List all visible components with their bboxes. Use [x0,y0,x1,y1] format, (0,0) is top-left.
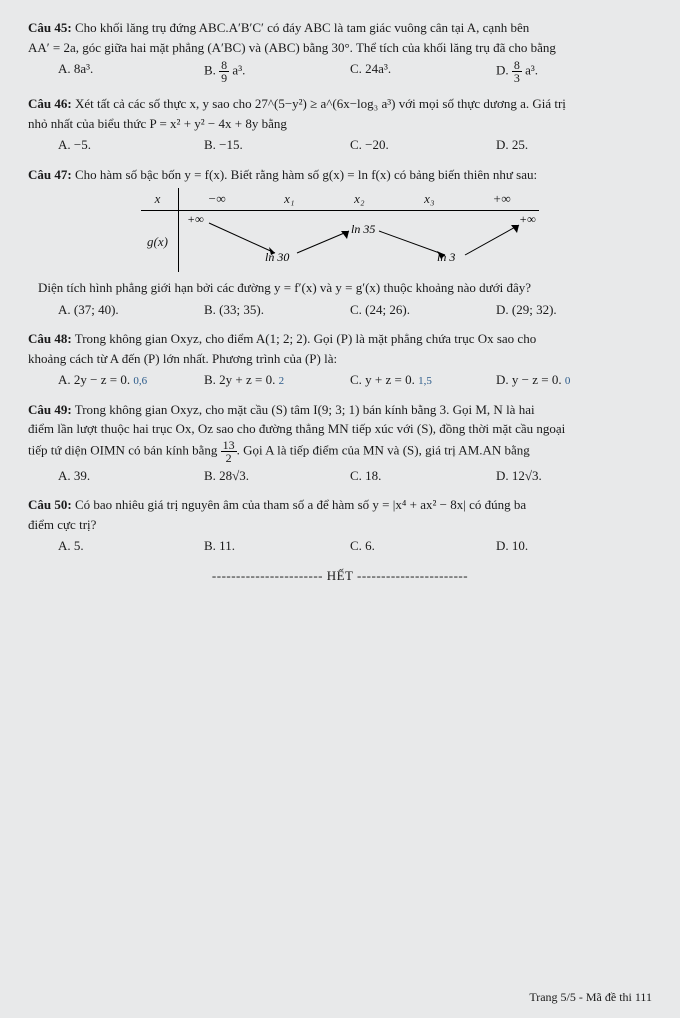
q48-opt-c: C. y + z = 0. 1,5 [350,370,496,390]
q46-line2: nhỏ nhất của biểu thức P = x² + y² − 4x … [28,114,652,134]
q49-label: Câu 49: [28,402,72,417]
q48-a-text: A. 2y − z = 0. [58,372,130,387]
vt-gx-label: g(x) [141,210,178,272]
q47-opt-b: B. (33; 35). [204,300,350,320]
q49-opt-b: B. 28√3. [204,466,350,486]
question-50: Câu 50: Có bao nhiêu giá trị nguyên âm c… [28,495,652,558]
q50-opt-b: B. 11. [204,536,350,556]
q45-d-post: a³. [522,62,538,77]
vt-low1: ln 30 [265,250,289,264]
q46-label: Câu 46: [28,96,72,111]
q47-opt-d: D. (29; 32). [496,300,642,320]
q49-frac-n: 13 [221,439,237,452]
q46-options: A. −5. B. −15. C. −20. D. 25. [28,133,652,157]
q48-d-hand: 0 [565,375,571,387]
q45-d-pre: D. [496,62,512,77]
q45-line2: AA′ = 2a, góc giữa hai mặt phẳng (A′BC) … [28,38,652,58]
q49-options: A. 39. B. 28√3. C. 18. D. 12√3. [28,464,652,488]
vt-top-right: +∞ [519,212,536,226]
q50-opt-a: A. 5. [58,536,204,556]
q47-line2: Diện tích hình phẳng giới hạn bởi các đư… [28,278,652,298]
q48-label: Câu 48: [28,331,72,346]
page-footer: Trang 5/5 - Mã đề thi 111 [529,988,652,1006]
vt-x-label: x [141,188,178,210]
q46-opt-d: D. 25. [496,135,642,155]
q48-c-text: C. y + z = 0. [350,372,415,387]
vt-top-left: +∞ [187,212,204,226]
q49-l3-pre: tiếp tứ diện OIMN có bán kính bằng [28,442,221,457]
q48-options: A. 2y − z = 0. 0,6 B. 2y + z = 0. 2 C. y… [28,368,652,392]
q47-opt-c: C. (24; 26). [350,300,496,320]
question-47: Câu 47: Cho hàm số bậc bốn y = f(x). Biế… [28,165,652,322]
vt-x-3: x₃ [394,188,464,210]
question-46: Câu 46: Xét tất cả các số thực x, y sao … [28,94,652,157]
variation-table: x −∞ x₁ x₂ x₃ +∞ g(x) +∞ +∞ ln 35 ln 30 … [28,188,652,272]
q48-a-hand: 0,6 [133,375,147,387]
q48-line1: Trong không gian Oxyz, cho điểm A(1; 2; … [75,331,537,346]
q50-line2: điểm cực trị? [28,515,652,535]
question-45: Câu 45: Cho khối lăng trụ đứng ABC.A′B′C… [28,18,652,86]
q47-options: A. (37; 40). B. (33; 35). C. (24; 26). D… [28,298,652,322]
q46-opt-a: A. −5. [58,135,204,155]
q49-line2: điểm lần lượt thuộc hai trục Ox, Oz sao … [28,419,652,439]
q45-b-pre: B. [204,62,219,77]
q47-label: Câu 47: [28,167,72,182]
q50-label: Câu 50: [28,497,72,512]
q50-options: A. 5. B. 11. C. 6. D. 10. [28,534,652,558]
q45-opt-a: A. 8a³. [58,59,204,84]
vt-x-0: −∞ [178,188,254,210]
q48-opt-a: A. 2y − z = 0. 0,6 [58,370,204,390]
q50-opt-d: D. 10. [496,536,642,556]
q45-label: Câu 45: [28,20,72,35]
q48-opt-d: D. y − z = 0. 0 [496,370,642,390]
q48-c-hand: 1,5 [418,375,432,387]
q45-options: A. 8a³. B. 89 a³. C. 24a³. D. 83 a³. [28,57,652,86]
q45-b-den: 9 [219,72,229,84]
q48-line2: khoảng cách từ A đến (P) lớn nhất. Phươn… [28,349,652,369]
q49-frac-d: 2 [221,452,237,464]
q49-opt-a: A. 39. [58,466,204,486]
question-49: Câu 49: Trong không gian Oxyz, cho mặt c… [28,400,652,488]
q47-opt-a: A. (37; 40). [58,300,204,320]
vt-mid: ln 35 [351,222,375,236]
q49-line3: tiếp tứ diện OIMN có bán kính bằng 132. … [28,439,652,464]
vt-x-4: +∞ [464,188,539,210]
q48-opt-b: B. 2y + z = 0. 2 [204,370,350,390]
q46-opt-c: C. −20. [350,135,496,155]
q45-line1: Cho khối lăng trụ đứng ABC.A′B′C′ có đáy… [75,20,529,35]
q45-opt-d: D. 83 a³. [496,59,642,84]
vt-x-2: x₂ [324,188,394,210]
q45-opt-c: C. 24a³. [350,59,496,84]
q49-line1: Trong không gian Oxyz, cho mặt cầu (S) t… [75,402,535,417]
q45-b-post: a³. [229,62,245,77]
q48-b-hand: 2 [279,375,285,387]
q49-opt-c: C. 18. [350,466,496,486]
q49-l3-post: . Gọi A là tiếp điểm của MN và (S), giá … [237,442,530,457]
q48-b-text: B. 2y + z = 0. [204,372,275,387]
q46-opt-b: B. −15. [204,135,350,155]
q47-line1: Cho hàm số bậc bốn y = f(x). Biết rằng h… [75,167,537,182]
end-marker: ----------------------- HẾT ------------… [28,566,652,586]
vt-x-1: x₁ [254,188,324,210]
variation-svg: +∞ +∞ ln 35 ln 30 ln 3 [179,211,539,267]
q46-line1: Xét tất cả các số thực x, y sao cho 27^(… [75,96,566,111]
q49-opt-d: D. 12√3. [496,466,642,486]
q50-line1: Có bao nhiêu giá trị nguyên âm của tham … [75,497,526,512]
q45-opt-b: B. 89 a³. [204,59,350,84]
q45-d-den: 3 [512,72,522,84]
q50-opt-c: C. 6. [350,536,496,556]
q48-d-text: D. y − z = 0. [496,372,562,387]
question-48: Câu 48: Trong không gian Oxyz, cho điểm … [28,329,652,392]
vt-low2: ln 3 [437,250,455,264]
